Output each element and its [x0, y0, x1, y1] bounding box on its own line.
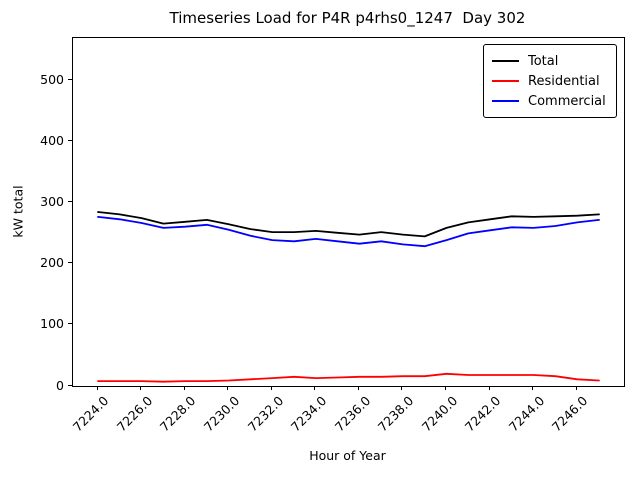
y-tick-label: 500 — [40, 72, 64, 88]
y-tick-label: 300 — [40, 194, 64, 210]
x-tick-mark — [357, 386, 359, 390]
y-tick-mark — [68, 201, 72, 203]
x-tick-label: 7244.0 — [505, 393, 548, 435]
x-tick-label: 7224.0 — [70, 393, 112, 435]
x-tick-label: 7246.0 — [549, 393, 591, 435]
x-tick-label: 7228.0 — [157, 393, 199, 435]
legend-label: Total — [528, 53, 559, 69]
x-axis-label: Hour of Year — [309, 448, 386, 463]
series-line-commercial — [97, 215, 600, 248]
x-tick-mark — [532, 386, 534, 390]
y-tick-mark — [68, 140, 72, 142]
y-tick-mark — [68, 262, 72, 264]
x-tick-mark — [401, 386, 403, 390]
series-line-total — [97, 211, 600, 238]
x-tick-label: 7230.0 — [200, 393, 243, 435]
x-tick-mark — [575, 386, 577, 390]
y-tick-label: 400 — [40, 133, 64, 149]
legend-line-commercial — [492, 100, 519, 102]
chart-title: Timeseries Load for P4R p4rhs0_1247 Day … — [169, 9, 526, 27]
x-tick-label: 7240.0 — [418, 393, 461, 435]
y-tick-label: 0 — [56, 377, 64, 393]
series-line-residential — [97, 372, 600, 383]
x-tick-label: 7232.0 — [244, 393, 286, 435]
legend: Total Residential Commercial — [483, 44, 617, 118]
x-tick-mark — [96, 386, 98, 390]
legend-item-commercial: Commercial — [492, 91, 608, 111]
y-tick-mark — [68, 384, 72, 386]
y-tick-label: 200 — [40, 255, 64, 271]
legend-line-residential — [492, 80, 519, 82]
y-tick-mark — [68, 79, 72, 81]
x-tick-mark — [445, 386, 446, 390]
y-tick-label: 100 — [40, 316, 64, 332]
chart-canvas — [97, 211, 600, 383]
x-tick-label: 7226.0 — [113, 393, 156, 435]
x-tick-mark — [183, 386, 185, 390]
x-tick-label: 7238.0 — [375, 393, 417, 435]
x-tick-label: 7242.0 — [462, 393, 504, 435]
y-tick-mark — [68, 323, 72, 325]
legend-label: Residential — [528, 73, 600, 89]
legend-item-residential: Residential — [492, 71, 608, 91]
x-tick-mark — [270, 386, 272, 390]
legend-label: Commercial — [528, 93, 606, 109]
legend-line-total — [492, 60, 519, 62]
x-tick-mark — [227, 386, 229, 390]
x-tick-mark — [314, 386, 316, 390]
legend-item-total: Total — [492, 51, 608, 71]
x-tick-label: 7234.0 — [287, 393, 330, 435]
x-tick-label: 7236.0 — [331, 393, 373, 435]
x-tick-mark — [140, 386, 142, 390]
x-tick-mark — [488, 386, 490, 390]
